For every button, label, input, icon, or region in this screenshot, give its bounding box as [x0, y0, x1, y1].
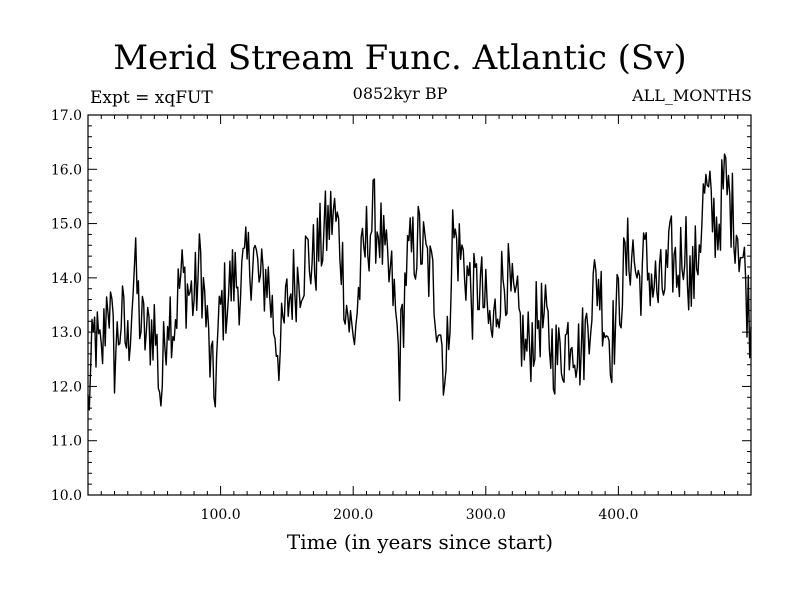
chart-title: Merid Stream Func. Atlantic (Sv): [113, 38, 687, 78]
axis-tick-labels: 10.0 11.0 12.0 13.0 14.0 15.0 16.0 17.0 100.0 200…: [51, 108, 639, 523]
y-tick-label: 16.0: [51, 162, 82, 178]
x-axis-label: Time (in years since start): [286, 530, 554, 554]
experiment-label: Expt = xqFUT: [90, 88, 213, 108]
y-tick-label: 10.0: [51, 488, 82, 504]
y-tick-label: 12.0: [51, 379, 82, 395]
x-tick-label: 200.0: [333, 507, 373, 523]
y-tick-label: 11.0: [51, 434, 82, 450]
y-tick-label: 15.0: [51, 217, 82, 233]
y-tick-label: 14.0: [51, 271, 82, 287]
y-tick-label: 17.0: [51, 108, 82, 124]
months-label: ALL_MONTHS: [632, 86, 752, 105]
x-tick-label: 300.0: [466, 507, 506, 523]
series-line: [87, 153, 752, 411]
series-layer: [87, 153, 752, 411]
plot-frame: [87, 114, 752, 496]
x-tick-label: 400.0: [598, 507, 638, 523]
x-tick-label: 100.0: [201, 507, 241, 523]
period-label: 0852kyr BP: [352, 84, 448, 103]
y-tick-label: 13.0: [51, 325, 82, 341]
